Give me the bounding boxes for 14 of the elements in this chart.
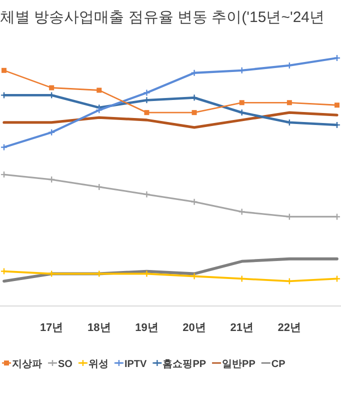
legend-label: 지상파 <box>12 359 42 370</box>
chart-title: 체별 방송사업매출 점유율 변동 추이('15년~'24년 <box>0 9 325 26</box>
x-tick-label: 19년 <box>135 322 158 334</box>
legend-label: 홈쇼핑PP <box>162 359 206 370</box>
legend-label: SO <box>58 359 73 370</box>
x-tick-label: 17년 <box>40 322 64 334</box>
legend-label: IPTV <box>124 359 148 370</box>
x-tick-label: 18년 <box>88 322 111 334</box>
legend-label: 일반PP <box>222 359 256 370</box>
x-tick-label: 20년 <box>182 322 206 334</box>
legend-label: CP <box>271 359 286 370</box>
legend-label: 위성 <box>88 359 108 370</box>
x-tick-label: 21년 <box>230 322 254 334</box>
x-tick-label: 22년 <box>278 322 302 334</box>
